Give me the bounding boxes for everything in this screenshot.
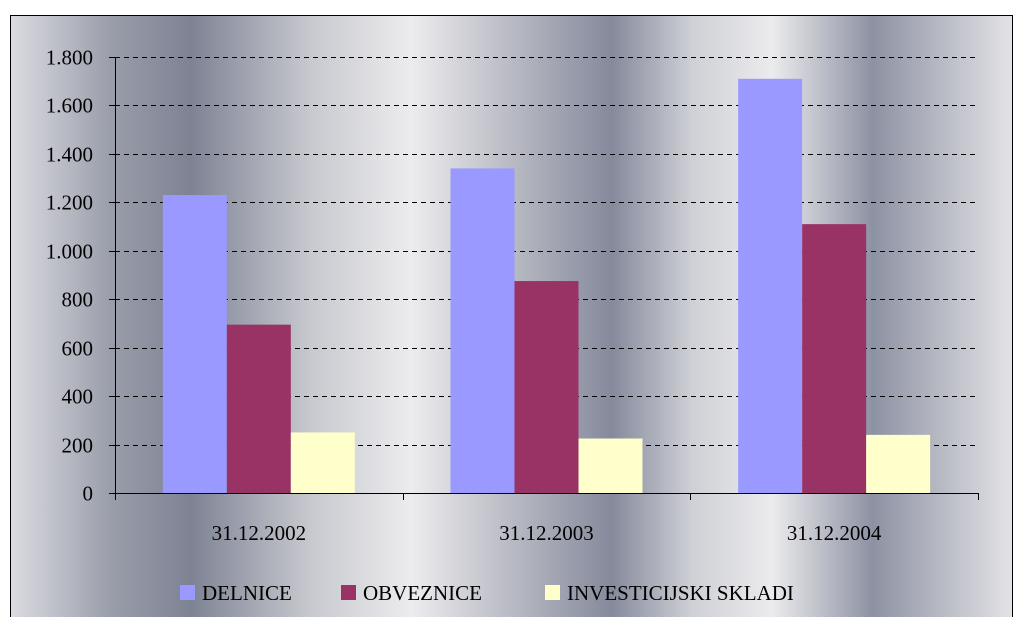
x-tick-label: 31.12.2004 xyxy=(787,521,882,545)
legend-item: OBVEZNICE xyxy=(341,581,482,605)
y-tick-label: 800 xyxy=(62,288,94,312)
y-tick-label: 600 xyxy=(62,337,94,361)
legend-label: OBVEZNICE xyxy=(363,581,482,605)
y-tick-label: 1.600 xyxy=(46,94,93,118)
y-tick-label: 0 xyxy=(83,482,94,506)
y-tick-label: 400 xyxy=(62,385,94,409)
y-tick-label: 200 xyxy=(62,434,94,458)
bars xyxy=(162,78,931,494)
legend-item: INVESTICIJSKI SKLADI xyxy=(545,581,794,605)
legend: DELNICE OBVEZNICE INVESTICIJSKI SKLADI xyxy=(180,581,794,605)
legend-swatch xyxy=(545,585,560,600)
bar-obveznice xyxy=(514,281,579,493)
bar-investicijski-skladi xyxy=(866,434,931,493)
x-tick-label: 31.12.2002 xyxy=(212,521,307,545)
bar-obveznice xyxy=(226,324,291,493)
bar-obveznice xyxy=(802,224,867,493)
legend-item: DELNICE xyxy=(180,581,292,605)
bar-investicijski-skladi xyxy=(290,432,355,493)
legend-label: DELNICE xyxy=(202,581,292,605)
bar-delnice xyxy=(162,195,227,494)
legend-label: INVESTICIJSKI SKLADI xyxy=(567,581,794,605)
y-tick-label: 1.800 xyxy=(46,46,93,70)
y-tick-label: 1.000 xyxy=(46,240,93,264)
axes: 0 200 400 600 800 1.000 1.200 1.400 1.600 1.800 31… xyxy=(46,46,979,545)
legend-swatch xyxy=(341,585,356,600)
bar-investicijski-skladi xyxy=(578,438,643,493)
y-tick-label: 1.200 xyxy=(46,191,93,215)
legend-swatch xyxy=(180,585,195,600)
y-tick-label: 1.400 xyxy=(46,143,93,167)
x-tick-label: 31.12.2003 xyxy=(499,521,594,545)
bar-delnice xyxy=(738,78,803,494)
bar-delnice xyxy=(450,168,515,493)
